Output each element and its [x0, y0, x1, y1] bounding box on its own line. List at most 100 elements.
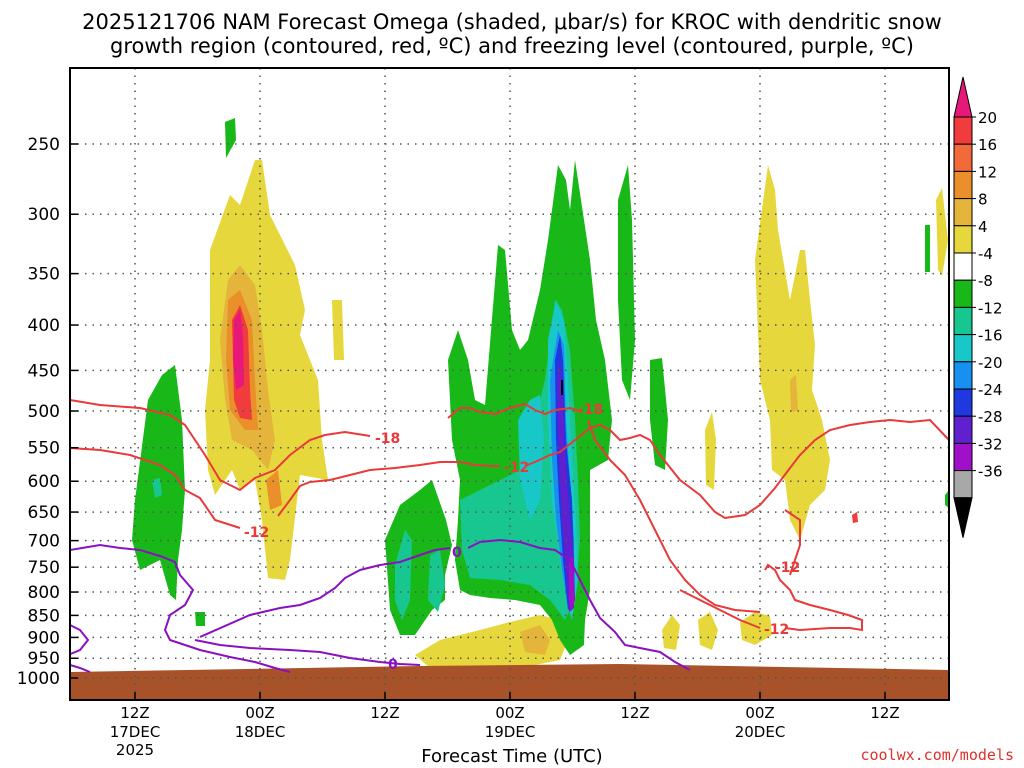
colorbar-swatch [953, 334, 973, 363]
omega-positive-region [790, 375, 798, 412]
colorbar-swatch [953, 470, 973, 499]
colorbar-swatch [953, 442, 973, 472]
freezing-contour-0 [70, 543, 291, 673]
contours [70, 380, 949, 673]
contour-label: 0 [388, 657, 398, 673]
pressure-label: 400 [28, 316, 60, 336]
omega-negative-region [925, 225, 930, 272]
colorbar-label: 16 [978, 136, 997, 154]
omega-positive-region [266, 470, 282, 510]
colorbar-label: 20 [978, 109, 997, 127]
freezing-contour-0 [194, 639, 421, 666]
omega-colorbar: 20 16 12 8 4 -4 -8 -12 -16 -20 -24 -28 -32 -36 [953, 76, 1003, 538]
pressure-label: 1000 [17, 669, 60, 689]
colorbar-swatch [953, 279, 973, 308]
omega-shading [132, 118, 949, 668]
colorbar-label: -12 [978, 299, 1003, 317]
pressure-label: 950 [28, 649, 60, 669]
credit-text: coolwx.com/models [860, 746, 1014, 764]
colorbar-label: -32 [978, 435, 1003, 453]
colorbar-label: -28 [978, 408, 1003, 426]
contour-label: -18 [375, 431, 400, 447]
colorbar-label: -8 [978, 272, 993, 290]
omega-negative-region [518, 395, 544, 520]
date-label: 19DEC [485, 723, 536, 741]
pressure-label: 900 [28, 628, 60, 648]
colorbar-label: 4 [978, 218, 988, 236]
omega-negative-region [650, 358, 668, 470]
colorbar-swatch [953, 225, 973, 254]
contour-label: -12 [764, 622, 789, 638]
contour-label: 0 [452, 545, 462, 561]
chart-title-line1: 2025121706 NAM Forecast Omega (shaded, μ… [82, 10, 942, 34]
colorbar-label: 12 [978, 163, 997, 181]
omega-negative-region [152, 478, 162, 498]
pressure-axis: 2503003504004505005506006507007508008509… [17, 135, 78, 689]
pressure-label: 750 [28, 558, 60, 578]
colorbar-label: -24 [978, 381, 1003, 399]
omega-positive-region [520, 625, 550, 655]
pressure-label: 650 [28, 503, 60, 523]
omega-positive-region [755, 165, 830, 540]
pressure-label: 250 [28, 135, 60, 155]
colorbar-swatch [953, 116, 973, 145]
pressure-label: 450 [28, 361, 60, 381]
x-axis-title: Forecast Time (UTC) [421, 746, 603, 767]
colorbar-label: -4 [978, 245, 993, 263]
colorbar-swatch [953, 252, 973, 281]
dendritic-contour--12 [70, 418, 949, 529]
omega-positive-region [662, 615, 680, 650]
pressure-label: 350 [28, 265, 60, 285]
omega-negative-region [569, 556, 575, 612]
omega-positive-region [225, 118, 236, 158]
date-label: 18DEC [235, 723, 286, 741]
chart-title-line2: growth region (contoured, red, ºC) and f… [110, 34, 914, 58]
date-label: 20DEC [735, 723, 786, 741]
omega-negative-region [428, 550, 445, 612]
date-label: 17DEC [110, 723, 161, 741]
colorbar-swatch [953, 415, 973, 444]
colorbar-swatch [953, 198, 973, 227]
time-label: 12Z [870, 704, 899, 722]
omega-positive-region [698, 612, 718, 650]
pressure-label: 600 [28, 472, 60, 492]
ground-fill [70, 664, 949, 676]
time-label: 00Z [245, 704, 274, 722]
omega-negative-region [618, 165, 635, 400]
colorbar-label: -16 [978, 327, 1003, 345]
colorbar-swatch [953, 170, 973, 200]
freezing-contour-0 [199, 538, 691, 671]
dendritic-contour--12 [679, 563, 863, 632]
pressure-label: 300 [28, 205, 60, 225]
colorbar-swatch [953, 143, 973, 172]
omega-negative-region [385, 480, 452, 635]
omega-positive-region [705, 412, 716, 490]
colorbar-label: -36 [978, 463, 1003, 481]
omega-positive-region [415, 615, 568, 668]
pressure-label: 850 [28, 606, 60, 626]
omega-positive-region [740, 612, 772, 645]
contour-labels: -18 -12 -18 -12 -12 -12 0 0 [244, 402, 800, 673]
time-label: 12Z [120, 704, 149, 722]
colorbar-swatch [953, 306, 973, 336]
time-label: 12Z [370, 704, 399, 722]
pressure-label: 700 [28, 532, 60, 552]
colorbar-swatch [953, 388, 973, 417]
time-label: 00Z [745, 704, 774, 722]
pressure-label: 550 [28, 439, 60, 459]
omega-negative-region [195, 612, 205, 626]
dendritic-contour--12 [587, 419, 801, 613]
contour-label: -12 [504, 460, 529, 476]
time-gridlines [134, 68, 886, 700]
omega-negative-region [395, 530, 412, 620]
colorbar-label: -20 [978, 354, 1003, 372]
year-label: 2025 [116, 741, 154, 759]
time-label: 12Z [620, 704, 649, 722]
omega-positive-region [332, 300, 344, 360]
colorbar-label: 8 [978, 191, 988, 209]
contour-label: -12 [244, 525, 269, 541]
contour-label: -18 [578, 402, 603, 418]
omega-positive-region [852, 512, 858, 523]
